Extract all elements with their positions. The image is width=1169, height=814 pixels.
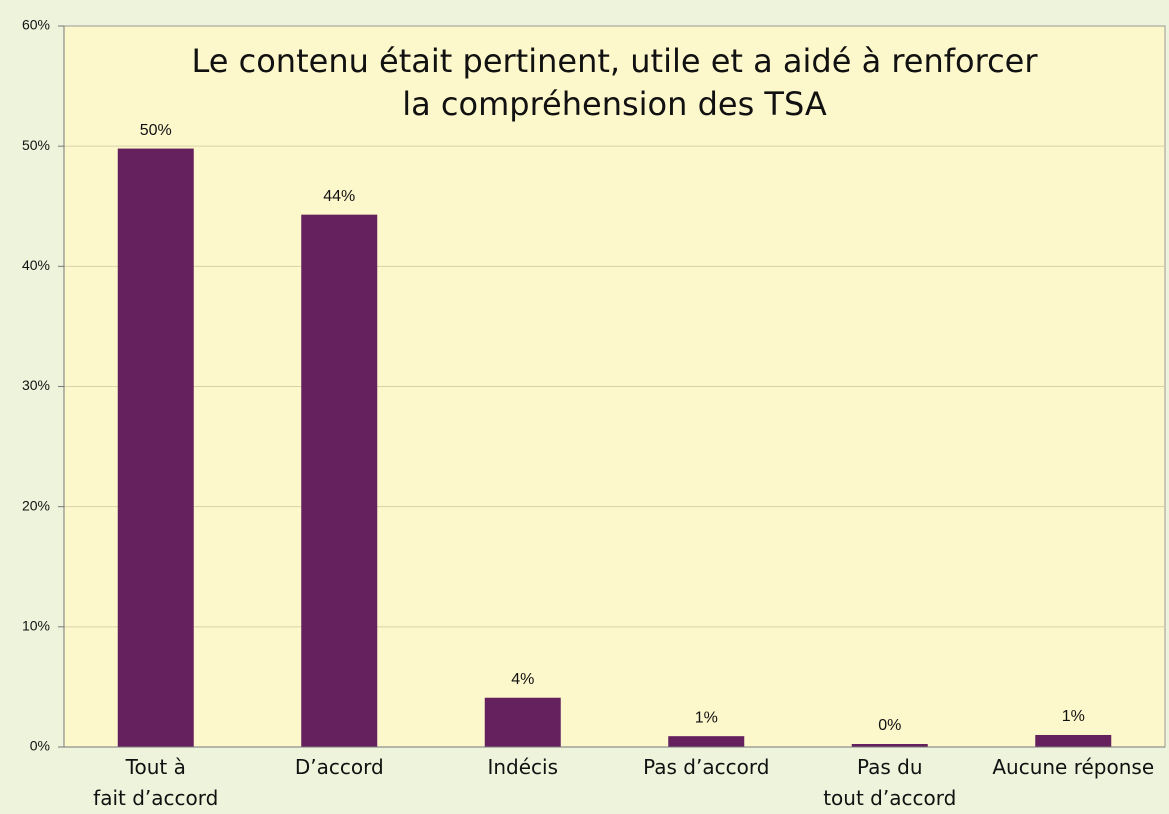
- value-label: 4%: [511, 671, 534, 688]
- bar: [1035, 734, 1112, 747]
- value-label: 44%: [323, 188, 355, 205]
- x-tick-label: Pas d’accord: [643, 755, 770, 779]
- bar: [484, 697, 561, 747]
- bar: [301, 214, 378, 747]
- value-label: 1%: [695, 709, 718, 726]
- chart-title: Le contenu était pertinent, utile et a a…: [191, 42, 1038, 123]
- x-tick-label: D’accord: [294, 755, 384, 779]
- bar: [851, 743, 928, 747]
- y-tick-label: 30%: [22, 377, 50, 393]
- y-tick-label: 50%: [22, 137, 50, 153]
- y-tick-label: 0%: [30, 738, 50, 754]
- y-tick-label: 60%: [22, 17, 50, 33]
- value-label: 50%: [140, 122, 172, 139]
- x-tick-label: Tout à fait d’accord: [93, 755, 219, 810]
- y-tick-label: 10%: [22, 618, 50, 634]
- y-tick-label: 20%: [22, 497, 50, 513]
- y-tick-label: 40%: [22, 257, 50, 273]
- value-label: 1%: [1062, 708, 1085, 725]
- bar: [668, 736, 745, 747]
- x-tick-label: Indécis: [487, 755, 559, 779]
- x-tick-label: Aucune réponse: [992, 755, 1155, 779]
- value-label: 0%: [878, 717, 901, 734]
- bar: [117, 148, 194, 747]
- x-tick-label: Pas du tout d’accord: [823, 755, 957, 810]
